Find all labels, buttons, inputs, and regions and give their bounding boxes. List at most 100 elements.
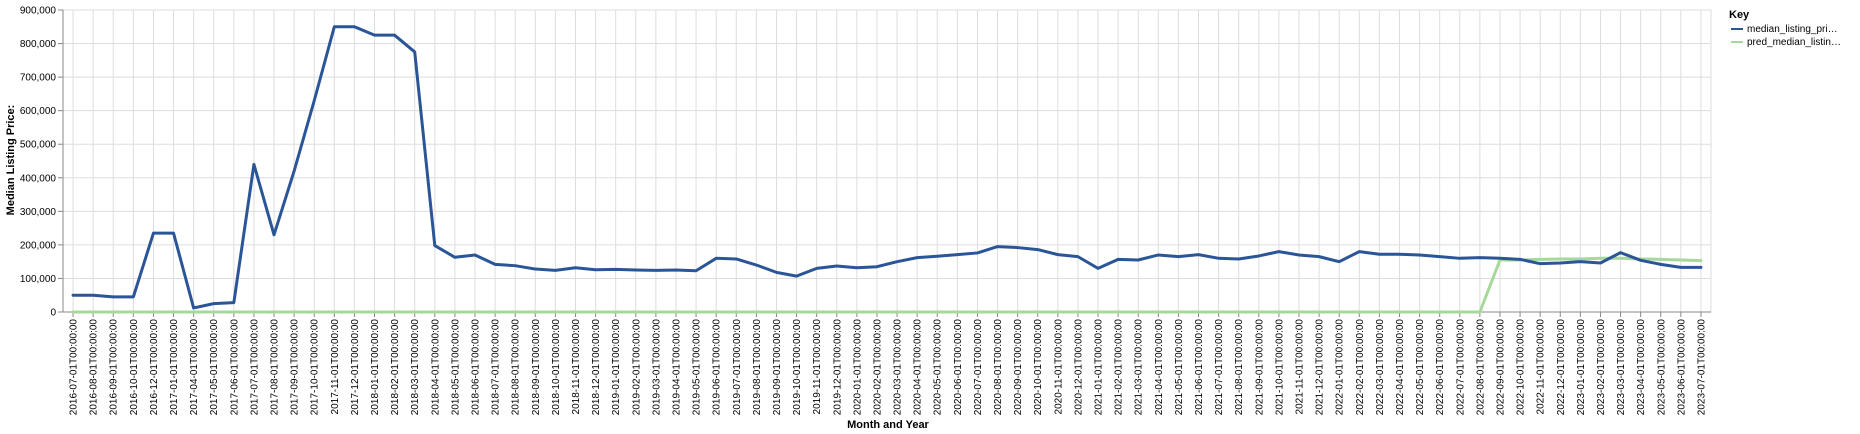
x-tick-label: 2018-11-01T00:00:00: [571, 319, 582, 415]
x-tick-label: 2020-08-01T00:00:00: [993, 319, 1004, 416]
y-tick-label: 400,000: [20, 173, 57, 184]
x-tick-label: 2019-06-01T00:00:00: [712, 319, 723, 416]
x-tick-label: 2019-03-01T00:00:00: [651, 319, 662, 416]
y-tick-label: 500,000: [20, 140, 57, 151]
y-tick-label: 100,000: [20, 274, 57, 285]
y-axis-title: Median Listing Price:: [5, 105, 17, 216]
x-tick-label: 2016-08-01T00:00:00: [89, 319, 100, 416]
x-tick-label: 2022-11-01T00:00:00: [1536, 319, 1547, 415]
x-tick-label: 2021-07-01T00:00:00: [1214, 319, 1225, 416]
x-axis-title: Month and Year: [847, 419, 929, 431]
x-tick-label: 2021-05-01T00:00:00: [1174, 319, 1185, 416]
x-tick-label: 2021-09-01T00:00:00: [1254, 319, 1265, 416]
x-tick-label: 2022-06-01T00:00:00: [1435, 319, 1446, 416]
x-tick-label: 2022-09-01T00:00:00: [1495, 319, 1506, 416]
legend-label: pred_median_listin…: [1747, 37, 1841, 48]
x-tick-label: 2017-05-01T00:00:00: [209, 319, 220, 416]
legend: Key median_listing_pri… pred_median_listi…: [1729, 9, 1841, 48]
x-tick-label: 2023-04-01T00:00:00: [1636, 319, 1647, 416]
x-tick-label: 2023-07-01T00:00:00: [1696, 319, 1707, 416]
x-tick-label: 2019-01-01T00:00:00: [611, 319, 622, 416]
x-tick-label: 2017-06-01T00:00:00: [229, 319, 240, 416]
x-tick-label: 2023-05-01T00:00:00: [1656, 319, 1667, 416]
y-tick-label: 200,000: [20, 240, 57, 251]
y-axis: 0 100,000 200,000 300,000 400,000 500,000 600,…: [20, 6, 64, 319]
x-tick-label: 2021-03-01T00:00:00: [1134, 319, 1145, 416]
x-tick-label: 2023-01-01T00:00:00: [1576, 319, 1587, 416]
x-tick-label: 2020-02-01T00:00:00: [872, 319, 883, 416]
x-tick-label: 2022-04-01T00:00:00: [1395, 319, 1406, 416]
x-tick-label: 2020-05-01T00:00:00: [933, 319, 944, 416]
x-tick-label: 2021-12-01T00:00:00: [1315, 319, 1326, 416]
x-tick-label: 2020-03-01T00:00:00: [893, 319, 904, 416]
x-tick-label: 2018-12-01T00:00:00: [591, 319, 602, 416]
x-tick-label: 2016-09-01T00:00:00: [109, 319, 120, 416]
x-tick-label: 2018-08-01T00:00:00: [511, 319, 522, 416]
x-tick-label: 2018-07-01T00:00:00: [491, 319, 502, 416]
x-tick-label: 2022-03-01T00:00:00: [1375, 319, 1386, 416]
x-tick-label: 2017-10-01T00:00:00: [310, 319, 321, 416]
x-tick-label: 2018-05-01T00:00:00: [450, 319, 461, 416]
legend-title: Key: [1729, 9, 1750, 21]
x-tick-label: 2018-04-01T00:00:00: [430, 319, 441, 416]
x-tick-label: 2021-10-01T00:00:00: [1274, 319, 1285, 416]
x-tick-label: 2020-11-01T00:00:00: [1053, 319, 1064, 415]
x-tick-label: 2022-10-01T00:00:00: [1516, 319, 1527, 416]
x-tick-label: 2019-05-01T00:00:00: [692, 319, 703, 416]
x-tick-label: 2018-06-01T00:00:00: [471, 319, 482, 416]
series-line-pred-median-listin: [71, 256, 1703, 314]
x-tick-label: 2021-06-01T00:00:00: [1194, 319, 1205, 416]
x-tick-label: 2022-12-01T00:00:00: [1556, 319, 1567, 416]
y-tick-label: 700,000: [20, 73, 57, 84]
x-tick-label: 2019-11-01T00:00:00: [812, 319, 823, 415]
x-tick-label: 2022-08-01T00:00:00: [1475, 319, 1486, 416]
x-tick-label: 2022-02-01T00:00:00: [1355, 319, 1366, 416]
grid-lines: [62, 9, 1712, 313]
x-tick-label: 2020-12-01T00:00:00: [1073, 319, 1084, 416]
x-tick-label: 2023-06-01T00:00:00: [1676, 319, 1687, 416]
x-tick-label: 2016-10-01T00:00:00: [129, 319, 140, 416]
x-tick-label: 2017-11-01T00:00:00: [330, 319, 341, 415]
x-tick-label: 2017-12-01T00:00:00: [350, 319, 361, 416]
x-tick-label: 2021-11-01T00:00:00: [1295, 319, 1306, 415]
x-tick-label: 2020-01-01T00:00:00: [852, 319, 863, 416]
x-tick-label: 2018-02-01T00:00:00: [390, 319, 401, 416]
x-tick-label: 2017-09-01T00:00:00: [290, 319, 301, 416]
series-lines: [71, 25, 1703, 314]
x-tick-label: 2019-09-01T00:00:00: [772, 319, 783, 416]
x-tick-label: 2023-03-01T00:00:00: [1616, 319, 1627, 416]
x-tick-label: 2021-04-01T00:00:00: [1154, 319, 1165, 416]
x-tick-label: 2021-01-01T00:00:00: [1094, 319, 1105, 416]
x-tick-label: 2016-12-01T00:00:00: [149, 319, 160, 416]
x-tick-label: 2020-07-01T00:00:00: [973, 319, 984, 416]
x-tick-label: 2017-04-01T00:00:00: [189, 319, 200, 416]
x-axis: 2016-07-01T00:00:00 2016-08-01T00:00:00 20…: [63, 311, 1711, 416]
x-tick-label: 2020-09-01T00:00:00: [1013, 319, 1024, 416]
x-tick-label: 2022-01-01T00:00:00: [1335, 319, 1346, 416]
x-tick-label: 2019-08-01T00:00:00: [752, 319, 763, 416]
x-tick-label: 2021-08-01T00:00:00: [1234, 319, 1245, 416]
x-tick-label: 2022-05-01T00:00:00: [1415, 319, 1426, 416]
x-tick-label: 2016-07-01T00:00:00: [69, 319, 80, 416]
x-tick-label: 2018-01-01T00:00:00: [370, 319, 381, 416]
y-tick-label: 900,000: [20, 6, 57, 17]
x-tick-label: 2018-03-01T00:00:00: [410, 319, 421, 416]
x-tick-label: 2022-07-01T00:00:00: [1455, 319, 1466, 416]
x-tick-label: 2020-04-01T00:00:00: [913, 319, 924, 416]
y-tick-label: 800,000: [20, 39, 57, 50]
y-tick-label: 300,000: [20, 207, 57, 218]
x-tick-label: 2019-07-01T00:00:00: [732, 319, 743, 416]
x-tick-label: 2018-09-01T00:00:00: [531, 319, 542, 416]
x-tick-label: 2017-07-01T00:00:00: [249, 319, 260, 416]
x-tick-label: 2021-02-01T00:00:00: [1114, 319, 1125, 416]
x-tick-label: 2019-04-01T00:00:00: [671, 319, 682, 416]
plot-frame: [62, 9, 1712, 313]
x-tick-label: 2018-10-01T00:00:00: [551, 319, 562, 416]
series-line-median-listing-pri: [71, 25, 1703, 310]
y-tick-label: 0: [50, 308, 56, 319]
x-tick-label: 2019-10-01T00:00:00: [792, 319, 803, 416]
x-tick-label: 2019-02-01T00:00:00: [631, 319, 642, 416]
y-tick-label: 600,000: [20, 106, 57, 117]
x-tick-label: 2019-12-01T00:00:00: [832, 319, 843, 416]
